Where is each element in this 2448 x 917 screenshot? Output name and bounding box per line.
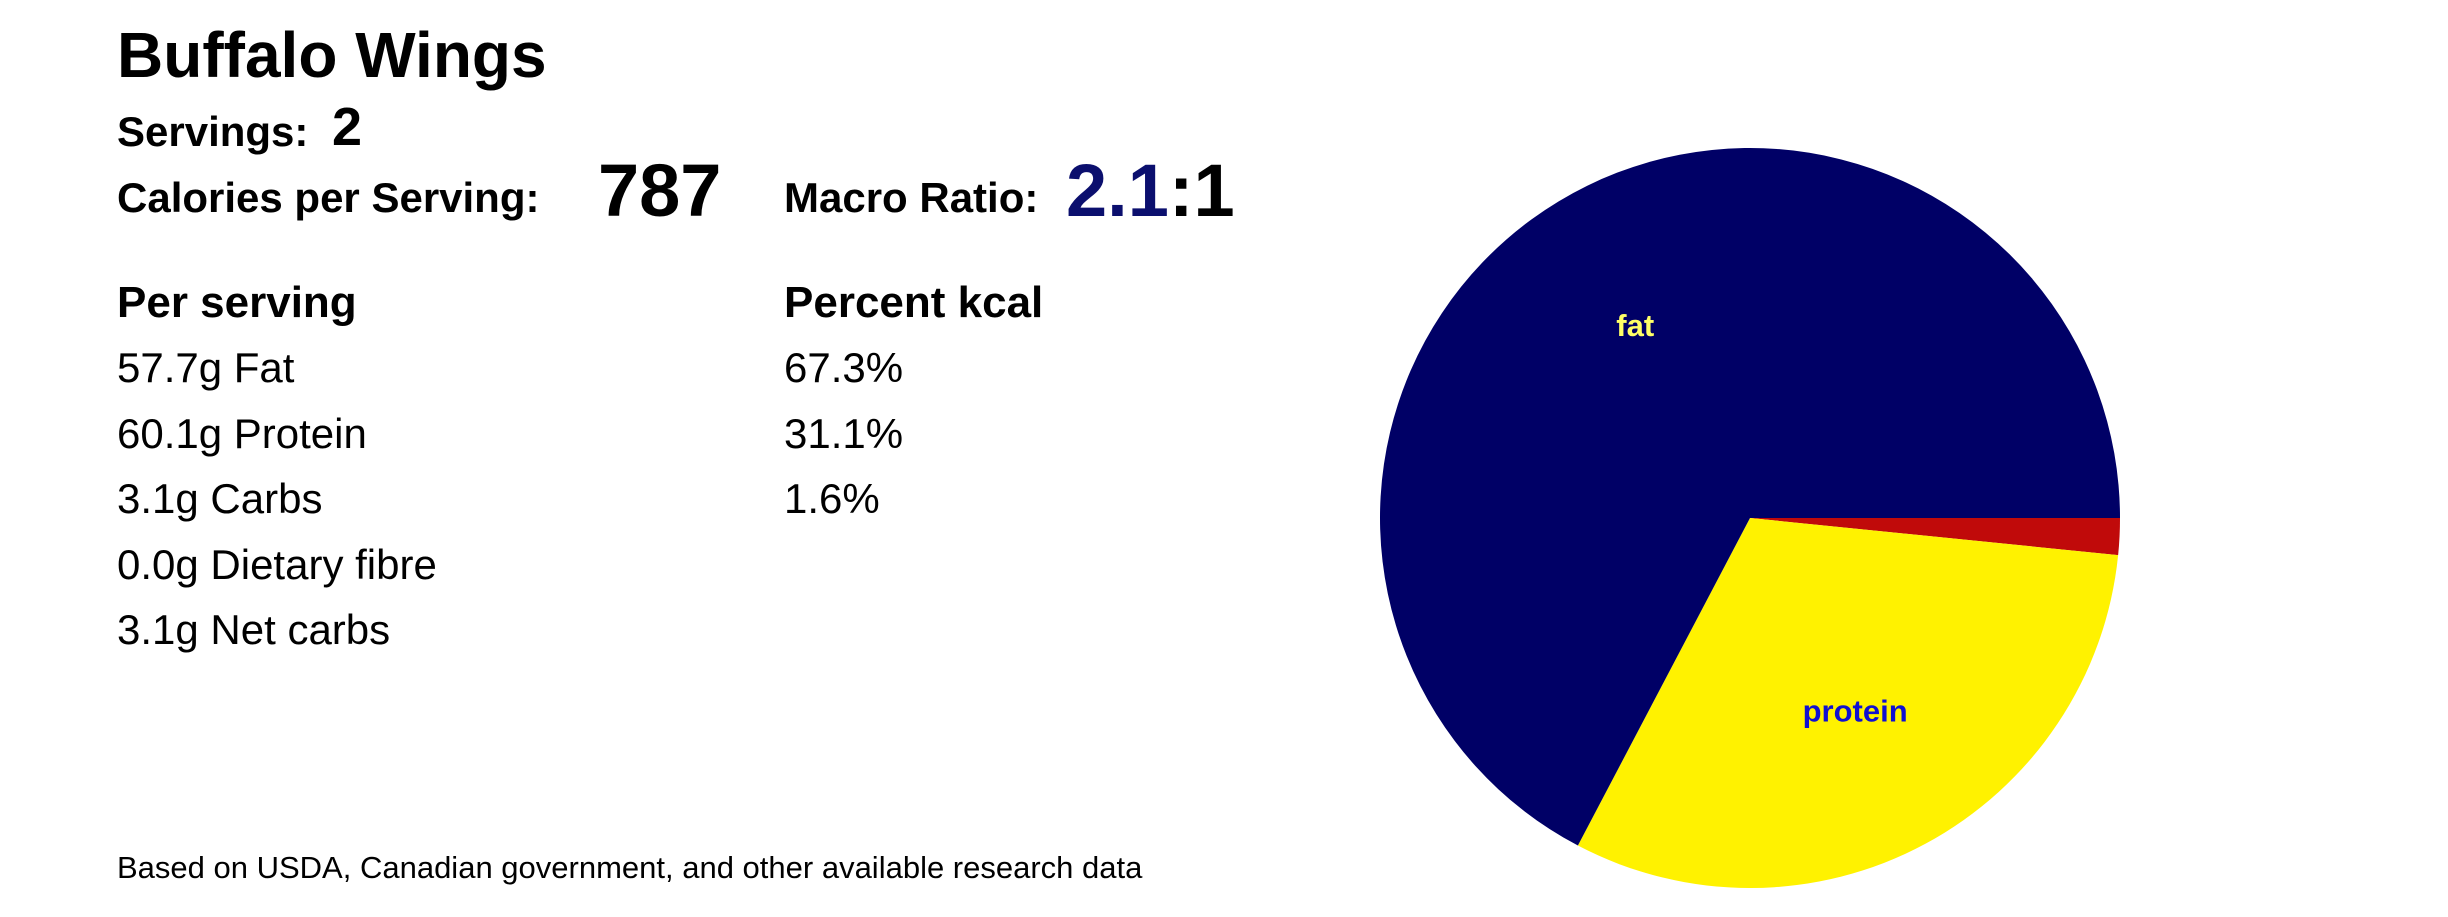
servings-value: 2 <box>332 97 363 157</box>
macro-ratio-number: 2.1 <box>1066 149 1169 232</box>
nutrient-net-carbs: 3.1g Net carbs <box>117 606 391 653</box>
nutrient-list: 57.7g Fat 60.1g Protein 3.1g Carbs 0.0g … <box>117 342 437 670</box>
percent-carbs: 1.6% <box>784 475 880 522</box>
percent-kcal-heading: Percent kcal <box>784 278 1044 327</box>
nutrient-carbs: 3.1g Carbs <box>117 475 323 522</box>
percent-protein: 31.1% <box>784 409 904 457</box>
calories-value: 787 <box>598 149 722 232</box>
percent-fat: 67.3% <box>784 344 904 391</box>
footer-note: Based on USDA, Canadian government, and … <box>117 850 1143 885</box>
macro-ratio-value: 2.1:1 <box>1066 148 1235 233</box>
nutrient-fibre: 0.0g Dietary fibre <box>117 540 437 588</box>
calories-label: Calories per Serving: <box>117 174 540 221</box>
macro-ratio-label: Macro Ratio: <box>784 174 1039 221</box>
recipe-title: Buffalo Wings <box>117 19 547 91</box>
macro-ratio-suffix: :1 <box>1168 149 1235 232</box>
per-serving-heading: Per serving <box>117 278 357 327</box>
servings-label: Servings: <box>117 108 309 155</box>
pie-label-fat: fat <box>1616 308 1654 343</box>
nutrient-fat: 57.7g Fat <box>117 344 295 391</box>
pie-label-protein: protein <box>1803 694 1908 729</box>
pie-slice-protein <box>1577 518 2119 888</box>
pie-slice-carbs <box>1750 518 2120 556</box>
pie-slice-fat <box>1379 147 2120 846</box>
percent-list: 67.3% 31.1% 1.6% <box>784 342 903 539</box>
nutrient-protein: 60.1g Protein <box>117 409 367 457</box>
